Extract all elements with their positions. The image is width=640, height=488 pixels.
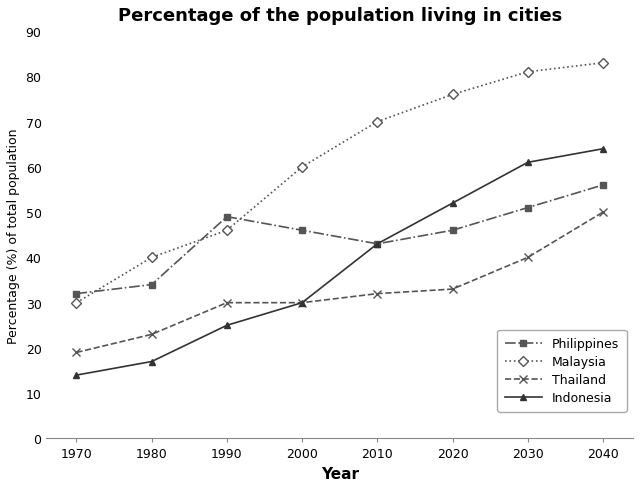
Malaysia — [599, 61, 607, 66]
Malaysia — [298, 164, 306, 170]
Indonesia — [524, 160, 532, 166]
Philippines — [524, 205, 532, 211]
Indonesia — [449, 201, 456, 206]
Malaysia — [223, 228, 231, 234]
Philippines — [374, 242, 381, 247]
Malaysia — [374, 120, 381, 125]
Thailand — [148, 332, 156, 338]
Line: Philippines: Philippines — [73, 182, 607, 298]
Thailand — [524, 255, 532, 261]
Malaysia — [148, 255, 156, 261]
Line: Malaysia: Malaysia — [73, 60, 607, 306]
Thailand — [72, 350, 80, 356]
Indonesia — [599, 146, 607, 152]
Indonesia — [374, 242, 381, 247]
Thailand — [223, 300, 231, 306]
Line: Indonesia: Indonesia — [73, 146, 607, 379]
Philippines — [72, 291, 80, 297]
X-axis label: Year: Year — [321, 466, 358, 481]
Philippines — [599, 183, 607, 188]
Indonesia — [72, 372, 80, 378]
Thailand — [374, 291, 381, 297]
Line: Thailand: Thailand — [72, 208, 607, 357]
Philippines — [449, 228, 456, 234]
Malaysia — [524, 70, 532, 76]
Philippines — [148, 282, 156, 288]
Y-axis label: Percentage (%) of total population: Percentage (%) of total population — [7, 128, 20, 343]
Thailand — [298, 300, 306, 306]
Philippines — [223, 214, 231, 220]
Legend: Philippines, Malaysia, Thailand, Indonesia: Philippines, Malaysia, Thailand, Indones… — [497, 330, 627, 412]
Indonesia — [148, 359, 156, 365]
Thailand — [599, 210, 607, 216]
Malaysia — [72, 300, 80, 306]
Indonesia — [223, 323, 231, 328]
Malaysia — [449, 92, 456, 98]
Thailand — [449, 286, 456, 292]
Indonesia — [298, 300, 306, 306]
Philippines — [298, 228, 306, 234]
Title: Percentage of the population living in cities: Percentage of the population living in c… — [118, 7, 562, 25]
